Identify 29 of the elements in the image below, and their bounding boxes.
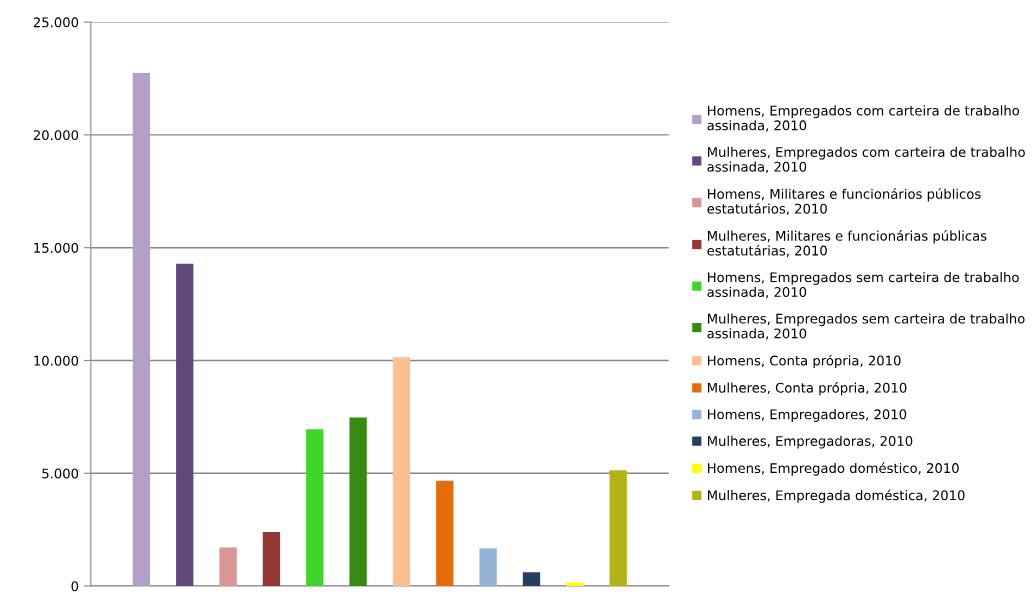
- legend-label: Homens, Empregados sem carteira de trabalho assinada, 2010: [707, 272, 1019, 299]
- bar: [262, 531, 281, 587]
- bar: [306, 429, 324, 587]
- y-tick-label: 20.000: [33, 130, 79, 141]
- legend-label: Mulheres, Empregados sem carteira de trabalho assinada, 2010: [707, 313, 1025, 340]
- y-tick-label: 15.000: [34, 242, 79, 253]
- y-tick-label: 0: [71, 581, 79, 592]
- legend-label: Mulheres, Empregados com carteira de trabalho assinada, 2010: [707, 146, 1025, 174]
- bar: [436, 480, 454, 587]
- legend-label: Homens, Conta própria, 2010: [707, 354, 901, 369]
- bar: [522, 572, 541, 587]
- legend-label: Mulheres, Empregada doméstica, 2010: [707, 489, 965, 503]
- legend-label: Mulheres, Empregadoras, 2010: [707, 435, 913, 449]
- bar: [349, 417, 367, 587]
- bar: [132, 72, 151, 587]
- y-tick-label: 25.000: [33, 17, 79, 28]
- y-tick-label: 5.000: [42, 468, 79, 479]
- bar: [392, 357, 411, 587]
- legend-label: Homens, Empregados com carteira de trabalho assinada, 2010: [707, 105, 1020, 132]
- bar: [479, 548, 497, 587]
- legend-label: Homens, Empregadores, 2010: [707, 409, 907, 422]
- y-tick-label: 10.000: [34, 355, 79, 366]
- bar: [219, 547, 237, 587]
- legend-label: Homens, Empregado doméstico, 2010: [707, 462, 959, 476]
- legend-label: Homens, Militares e funcionários públicos estatutários, 2010: [707, 188, 981, 216]
- legend-label: Mulheres, Conta própria, 2010: [707, 381, 907, 396]
- bar: [609, 470, 627, 587]
- bar: [176, 263, 194, 587]
- legend-label: Mulheres, Militares e funcionárias públicas estatutárias, 2010: [707, 230, 987, 257]
